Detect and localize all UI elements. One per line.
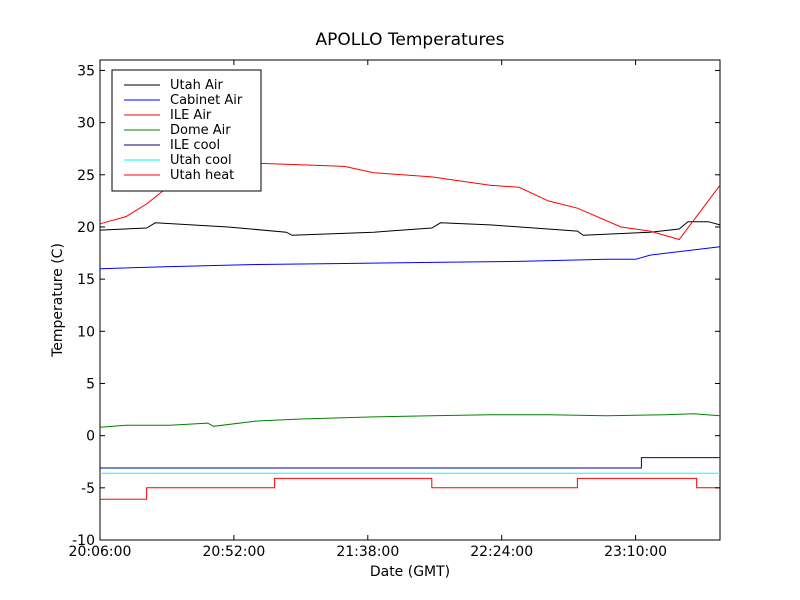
series-layer — [99, 162, 721, 500]
x-tick-label: 20:52:00 — [202, 544, 265, 560]
legend-label: Utah heat — [170, 168, 234, 183]
y-tick-label: -5 — [81, 481, 95, 497]
y-tick-label: 25 — [77, 168, 95, 184]
x-tick-label: 23:10:00 — [604, 544, 667, 560]
y-tick-label: 15 — [77, 272, 95, 288]
y-tick-label: 0 — [86, 429, 95, 445]
legend-label: ILE Air — [170, 108, 212, 123]
legend-label: Cabinet Air — [170, 93, 243, 108]
legend-label: Utah cool — [170, 153, 232, 168]
x-tick-label: 21:38:00 — [336, 544, 399, 560]
legend-label: Utah Air — [170, 78, 223, 93]
y-tick-label: 5 — [86, 376, 95, 392]
legend-label: Dome Air — [170, 123, 231, 138]
chart-title: APOLLO Temperatures — [316, 30, 505, 50]
series-line-dome-air — [99, 413, 721, 428]
ticks-layer: -10 -5 0 5 10 15 20 25 30 35 20:06:00 20:52:00 21:38… — [69, 60, 720, 560]
y-tick-label: 35 — [77, 63, 95, 79]
y-tick-label: 10 — [77, 324, 95, 340]
series-line-ile-cool — [100, 457, 720, 469]
y-tick-label: 30 — [77, 116, 95, 132]
x-tick-label: 20:06:00 — [69, 544, 132, 560]
y-tick-label: 20 — [77, 220, 95, 236]
legend-label: ILE cool — [170, 138, 220, 153]
y-axis-label: Temperature (C) — [50, 243, 66, 358]
series-line-utah-heat — [100, 477, 720, 500]
y-tick-label: -10 — [72, 533, 95, 549]
x-axis-label: Date (GMT) — [370, 564, 450, 580]
series-line-utah-air — [99, 221, 721, 236]
series-line-cabinet-air — [99, 246, 721, 270]
x-tick-label: 22:24:00 — [470, 544, 533, 560]
